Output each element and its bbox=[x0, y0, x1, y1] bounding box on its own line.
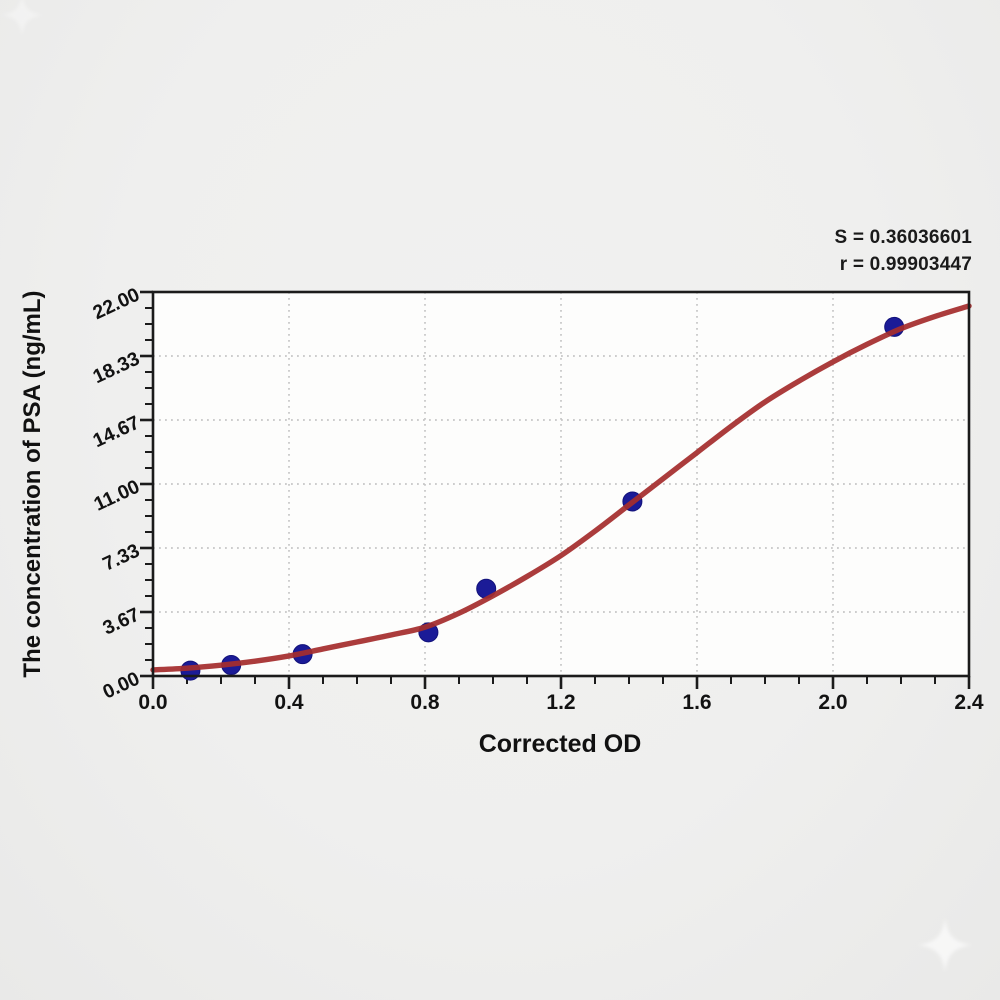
y-tick-label: 11.00 bbox=[91, 476, 144, 516]
sparkle-watermark-small-icon bbox=[1, 0, 43, 36]
fit-curve bbox=[150, 303, 972, 673]
y-tick-label: 18.33 bbox=[90, 348, 144, 389]
stats-annotation: S = 0.36036601 r = 0.99903447 bbox=[834, 224, 972, 278]
s-value: S = 0.36036601 bbox=[834, 227, 972, 248]
x-tick-label: 1.2 bbox=[546, 691, 575, 714]
y-tick-label: 0.00 bbox=[99, 668, 143, 704]
y-tick-label: 22.00 bbox=[90, 284, 144, 325]
y-tick-label: 7.33 bbox=[99, 540, 143, 576]
y-tick-label: 3.67 bbox=[99, 604, 143, 640]
x-tick-label: 0.8 bbox=[410, 691, 440, 714]
x-tick-label: 2.0 bbox=[818, 691, 847, 714]
y-tick-label: 14.67 bbox=[90, 412, 144, 453]
x-axis-title: Corrected OD bbox=[478, 730, 642, 758]
x-tick-label: 2.4 bbox=[954, 691, 984, 714]
x-tick-label: 1.6 bbox=[682, 691, 711, 714]
plot-frame bbox=[151, 290, 971, 678]
x-tick-label: 0.4 bbox=[274, 691, 304, 714]
r-value: r = 0.99903447 bbox=[839, 254, 972, 275]
x-tick-label: 0.0 bbox=[138, 691, 167, 714]
sparkle-watermark-icon bbox=[918, 918, 972, 972]
